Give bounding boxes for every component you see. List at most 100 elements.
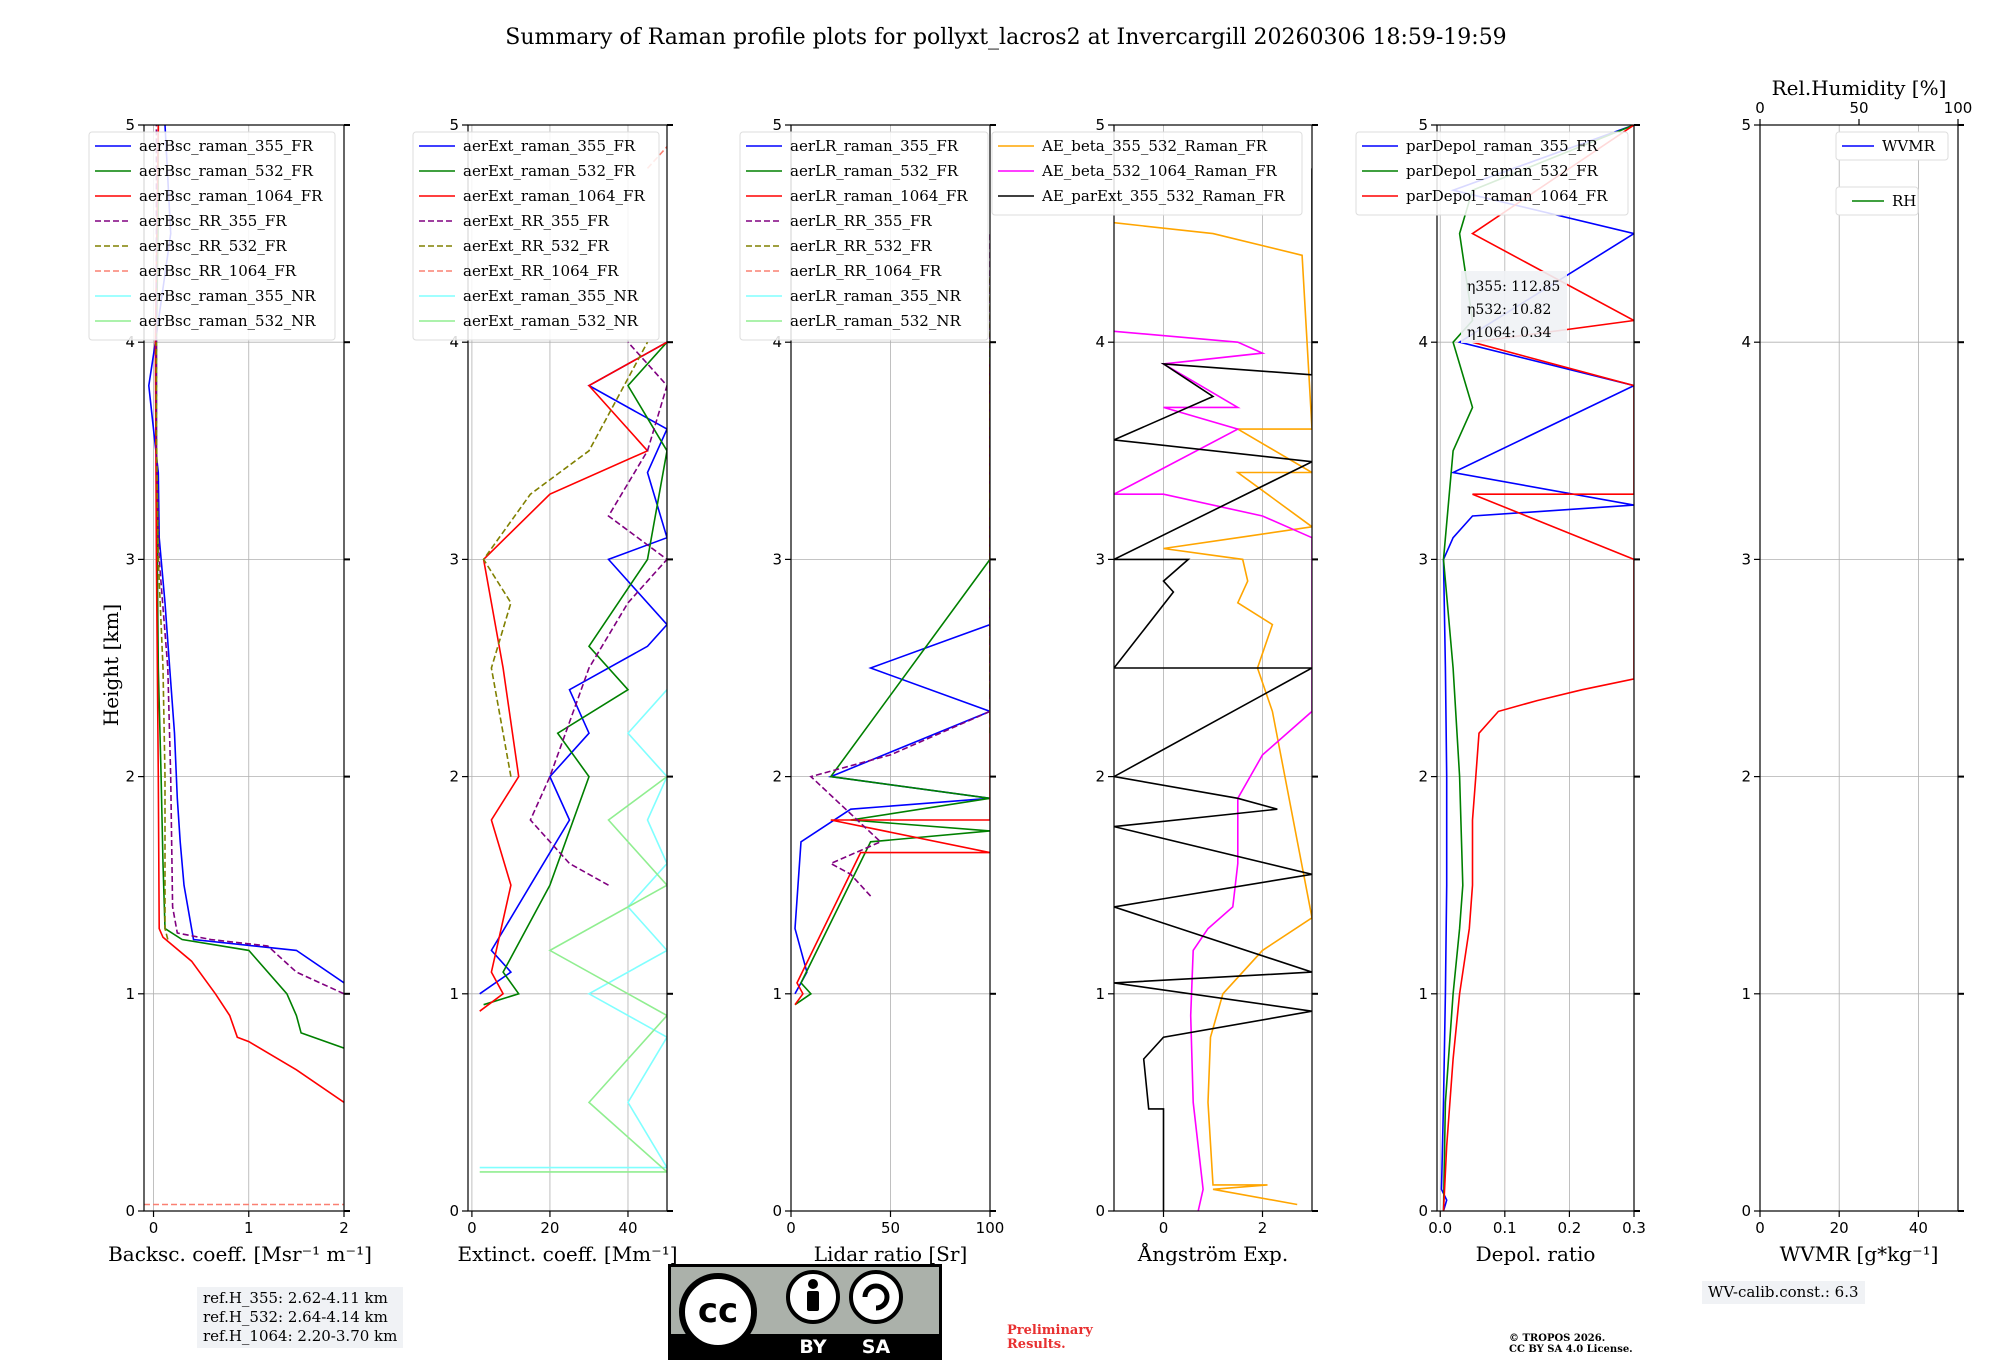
y-tick-label-4: 4	[125, 333, 135, 351]
y-tick-label-0: 0	[772, 1202, 782, 1220]
y-tick-label-1: 1	[772, 985, 782, 1003]
y-tick-label-0: 0	[125, 1202, 135, 1220]
attribution-head-icon	[808, 1279, 818, 1289]
x-tick-label-1: 50	[881, 1219, 900, 1237]
y-tick-label-3: 3	[1418, 550, 1428, 568]
annotation-line-1: η532: 10.82	[1467, 302, 1551, 318]
panel-5: 0 1 2 3 4 5 0.0 0.1 0.2 0.3 Depol. ratio parDepol_r…	[1355, 116, 1646, 1266]
series-line-aerExt_raman_355_NR	[479, 689, 667, 1169]
series-line-aerExt_raman_1064_FR	[479, 341, 667, 1012]
top-x-tick-label-1: 50	[1849, 99, 1868, 117]
axes-frame	[143, 124, 345, 1212]
legend-label-2: AE_parExt_355_532_Raman_FR	[1041, 187, 1286, 205]
preliminary-line-1: Preliminary	[1007, 1323, 1093, 1338]
y-tick-label-5: 5	[1741, 116, 1751, 134]
legend: parDepol_raman_355_FR parDepol_raman_532_…	[1355, 131, 1629, 343]
cc-logo-icon	[679, 1273, 757, 1351]
y-tick-label-5: 5	[449, 116, 459, 134]
legend: WVMR RH	[1835, 131, 1949, 216]
x-tick-label-0: 0	[149, 1219, 159, 1237]
legend-label-0: aerExt_raman_355_FR	[463, 137, 636, 155]
y-tick-label-3: 3	[449, 550, 459, 568]
legend-box	[1355, 131, 1629, 216]
preliminary-line-2: Results.	[1007, 1337, 1066, 1352]
legend-label-1: AE_beta_532_1064_Raman_FR	[1041, 162, 1277, 180]
annotation-line-0: η355: 112.85	[1467, 279, 1560, 295]
y-tick-label-0: 0	[1095, 1202, 1105, 1220]
top-x-tick-label-0: 0	[1755, 99, 1765, 117]
y-tick-label-4: 4	[1095, 333, 1105, 351]
series-line-aerBsc_raman_1064_FR	[154, 125, 344, 1104]
x-tick-label-0: 0	[467, 1219, 477, 1237]
series-line-parDepol_raman_1064_FR	[1442, 125, 1634, 1211]
legend-label-4: aerExt_RR_532_FR	[463, 237, 610, 255]
x-axis-label: Depol. ratio	[1476, 1242, 1596, 1266]
y-tick-label-1: 1	[1741, 985, 1751, 1003]
axes-frame	[1113, 124, 1313, 1212]
y-tick-label-4: 4	[1418, 333, 1428, 351]
legend-label-4: aerBsc_RR_532_FR	[139, 237, 287, 255]
series-line-aerExt_raman_532_NR	[479, 775, 667, 1173]
x-tick-label-0: 0	[1159, 1219, 1169, 1237]
x-axis-label: Lidar ratio [Sr]	[814, 1242, 968, 1266]
legend-label-2: aerExt_raman_1064_FR	[463, 187, 645, 205]
x-tick-label-1: 2	[1258, 1219, 1268, 1237]
preliminary-results-note: Preliminary Results.	[1007, 1324, 1093, 1352]
legend-label-2: parDepol_raman_1064_FR	[1406, 187, 1608, 205]
legend: aerBsc_raman_355_FR aerBsc_raman_532_FRae…	[88, 131, 336, 341]
x-tick-label-2: 0.2	[1557, 1219, 1581, 1237]
series-line-aerLR_raman_1064_FR	[794, 363, 990, 1006]
legend-label-6: aerLR_raman_355_NR	[790, 287, 961, 305]
legend-box-0	[1835, 131, 1949, 161]
x-tick-label-0: 0	[1755, 1219, 1765, 1237]
series-line-aerBsc_raman_355_FR	[147, 125, 344, 984]
legend: aerExt_raman_355_FR aerExt_raman_532_FRae…	[412, 131, 660, 341]
y-tick-label-5: 5	[772, 116, 782, 134]
axes-frame	[1759, 124, 1959, 1212]
top-x-axis-label: Rel.Humidity [%]	[1772, 76, 1947, 100]
y-tick-label-0: 0	[449, 1202, 459, 1220]
y-tick-label-4: 4	[1741, 333, 1751, 351]
legend: AE_beta_355_532_Raman_FR AE_beta_532_1064…	[991, 131, 1303, 216]
legend-label-2: aerLR_raman_1064_FR	[790, 187, 968, 205]
panel-1: 0 1 2 3 4 5 0 1 2 Backsc. coeff. [Msr⁻¹ m⁻¹] aerBs…	[88, 116, 372, 1266]
x-axis-label: Extinct. coeff. [Mm⁻¹]	[457, 1242, 677, 1266]
x-tick-label-1: 20	[540, 1219, 559, 1237]
axes-frame	[1436, 124, 1635, 1212]
legend-label-1: aerExt_raman_532_FR	[463, 162, 636, 180]
legend-label-0: parDepol_raman_355_FR	[1406, 137, 1599, 155]
series-line-aerBsc_RR_355_FR	[155, 125, 344, 995]
series-line-aerLR_raman_532_FR	[794, 342, 990, 1006]
series-line-aerLR_RR_355_FR	[809, 233, 990, 897]
legend-label-7: aerBsc_raman_532_NR	[139, 312, 316, 330]
legend-label-7: aerLR_raman_532_NR	[790, 312, 961, 330]
series-line-AE_beta_532_1064_Raman_FR	[1114, 330, 1312, 1211]
legend-label-1: aerBsc_raman_532_FR	[139, 162, 314, 180]
legend-label-1: aerLR_raman_532_FR	[790, 162, 959, 180]
y-tick-label-2: 2	[449, 768, 459, 786]
series-group	[144, 125, 344, 1206]
legend-label-5: aerLR_RR_1064_FR	[790, 262, 942, 280]
wv-calibration-text: WV-calib.const.: 6.3	[1708, 1283, 1859, 1301]
x-tick-label-2: 40	[618, 1219, 637, 1237]
legend-label-3: aerBsc_RR_355_FR	[139, 212, 287, 230]
y-tick-label-3: 3	[1095, 550, 1105, 568]
y-tick-label-2: 2	[1095, 768, 1105, 786]
y-tick-label-2: 2	[772, 768, 782, 786]
series-line-aerExt_RR_532_FR	[482, 341, 649, 777]
figure-title: Summary of Raman profile plots for polly…	[505, 25, 1506, 50]
legend-label-0: WVMR	[1882, 137, 1936, 155]
y-tick-label-3: 3	[125, 550, 135, 568]
x-tick-label-3: 0.3	[1622, 1219, 1646, 1237]
legend-box	[739, 131, 989, 341]
x-tick-label-0: 0	[786, 1219, 796, 1237]
x-tick-label-2: 100	[976, 1219, 1005, 1237]
annotation-line-2: η1064: 0.34	[1467, 325, 1551, 341]
series-line-aerExt_raman_532_FR	[483, 341, 667, 1006]
y-tick-label-1: 1	[1418, 985, 1428, 1003]
series-line-AE_beta_355_532_Raman_FR	[1114, 221, 1312, 1206]
legend: aerLR_raman_355_FR aerLR_raman_532_FR aerL…	[739, 131, 989, 341]
